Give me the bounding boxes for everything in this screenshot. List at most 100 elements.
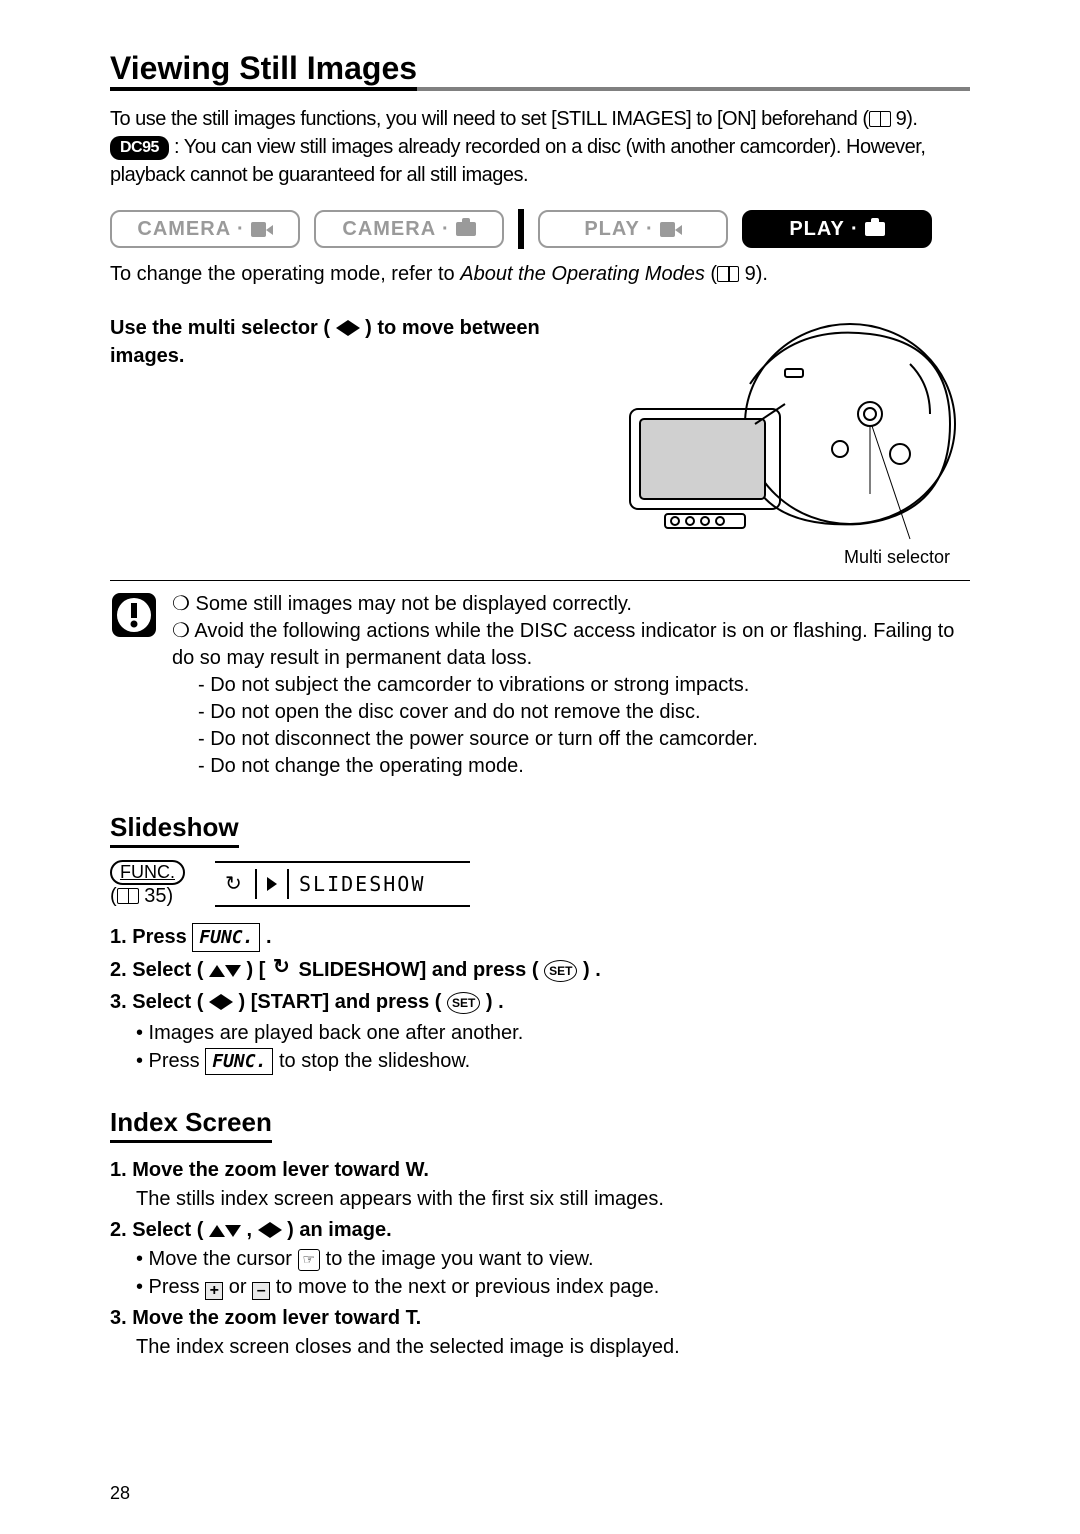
txt: Avoid the following actions while the DI…	[172, 620, 954, 669]
idx-sub-1: The stills index screen appears with the…	[136, 1185, 970, 1213]
autoplay-icon	[271, 954, 293, 976]
txt: • Move the cursor	[136, 1248, 298, 1270]
index-heading: Index Screen	[110, 1107, 272, 1143]
triangle-left-icon	[209, 994, 221, 1010]
func-button-label: FUNC.	[192, 923, 260, 952]
play-icon	[267, 877, 277, 891]
txt: 1. Move the zoom lever toward	[110, 1159, 406, 1181]
intro-text-1: To use the still images functions, you w…	[110, 108, 869, 130]
txt: to move to the next or previous index pa…	[270, 1276, 659, 1298]
minus-button-icon: –	[252, 1282, 270, 1300]
triangle-down-icon	[225, 965, 241, 977]
step-sub-1: • Images are played back one after anoth…	[136, 1019, 970, 1047]
page-number: 28	[110, 1483, 130, 1504]
triangle-up-icon	[209, 965, 225, 977]
mode-label: CAMERA ·	[137, 218, 244, 241]
mode-camera-video: CAMERA ·	[110, 210, 300, 248]
dc95-badge: DC95	[110, 136, 169, 160]
book-icon	[117, 888, 139, 904]
txt: ) .	[577, 959, 600, 981]
idx-sub-2a: • Move the cursor ☞ to the image you wan…	[136, 1245, 970, 1273]
page-title: Viewing Still Images	[110, 50, 417, 91]
triangle-right-icon	[221, 994, 233, 1010]
plus-button-icon: +	[205, 1282, 223, 1300]
set-button-icon: SET	[447, 992, 480, 1014]
txt: ( 9).	[705, 263, 768, 285]
txt: SLIDESHOW] and press (	[293, 959, 544, 981]
video-icon	[251, 222, 273, 237]
camcorder-illustration: Multi selector	[610, 314, 970, 564]
txt: ) .	[480, 991, 503, 1013]
title-rule: Viewing Still Images	[110, 50, 970, 91]
triangle-right-icon	[348, 320, 360, 336]
func-oval: FUNC.	[110, 860, 185, 885]
txt-italic: About the Operating Modes	[460, 263, 705, 285]
video-icon	[660, 222, 682, 237]
separator	[255, 869, 257, 899]
txt: 3. Select (	[110, 991, 209, 1013]
mode-play-video: PLAY ·	[538, 210, 728, 248]
txt: or	[223, 1276, 252, 1298]
triangle-down-icon	[225, 1225, 241, 1237]
triangle-left-icon	[336, 320, 348, 336]
txt: 2. Select (	[110, 1219, 209, 1241]
txt: ) an image.	[282, 1219, 392, 1241]
warning-text: ❍ Some still images may not be displayed…	[172, 591, 970, 780]
txt: To change the operating mode, refer to	[110, 263, 460, 285]
slideshow-label: SLIDESHOW	[299, 872, 425, 896]
book-icon	[869, 111, 891, 127]
slideshow-box: SLIDESHOW	[215, 861, 470, 907]
warning-block: ❍ Some still images may not be displayed…	[110, 591, 970, 780]
warn-bullet-2: ❍ Avoid the following actions while the …	[172, 618, 970, 672]
txt: Some still images may not be displayed c…	[190, 593, 632, 615]
warn-sub-2: - Do not open the disc cover and do not …	[198, 699, 970, 726]
intro-paragraph: To use the still images functions, you w…	[110, 105, 970, 189]
mode-play-photo: PLAY ·	[742, 210, 932, 248]
txt: to stop the slideshow.	[273, 1050, 470, 1072]
txt: • Press	[136, 1050, 205, 1072]
triangle-right-icon	[270, 1222, 282, 1238]
txt: .	[423, 1159, 429, 1181]
camcorder-svg	[610, 314, 970, 564]
func-row: FUNC. ( 35) SLIDESHOW	[110, 860, 970, 908]
txt: to the image you want to view.	[320, 1248, 594, 1270]
txt: • Press	[136, 1276, 205, 1298]
usage-row: Use the multi selector ( ) to move betwe…	[110, 314, 970, 564]
separator	[287, 869, 289, 899]
autoplay-icon	[223, 873, 245, 895]
intro-text-2: : You can view still images already reco…	[110, 136, 925, 186]
book-icon	[717, 266, 739, 282]
func-button-label: FUNC.	[205, 1048, 273, 1075]
intro-ref1: 9).	[891, 108, 918, 130]
camcorder-label: Multi selector	[844, 547, 950, 568]
txt: .	[416, 1307, 422, 1329]
warn-bullet-1: ❍ Some still images may not be displayed…	[172, 591, 970, 618]
triangle-left-icon	[258, 1222, 270, 1238]
txt: ) [START] and press (	[233, 991, 447, 1013]
divider	[518, 209, 524, 249]
camera-icon	[456, 222, 476, 237]
warn-sub-3: - Do not disconnect the power source or …	[198, 726, 970, 753]
mode-label: PLAY ·	[584, 218, 653, 241]
txt: ) [	[241, 959, 271, 981]
set-button-icon: SET	[544, 960, 577, 982]
step-2: 2. Select ( ) [ SLIDESHOW] and press ( S…	[110, 954, 970, 985]
mode-buttons-row: CAMERA · CAMERA · PLAY · PLAY ·	[110, 209, 970, 249]
t-label: T	[406, 1307, 416, 1329]
txt: Use the multi selector (	[110, 317, 336, 339]
warning-icon	[110, 591, 158, 780]
func-ref: ( 35)	[110, 885, 173, 907]
mode-change-note: To change the operating mode, refer to A…	[110, 263, 970, 286]
txt: 2. Select (	[110, 959, 209, 981]
camera-icon	[865, 222, 885, 237]
txt: 3. Move the zoom lever toward	[110, 1307, 406, 1329]
mode-label: CAMERA ·	[342, 218, 449, 241]
w-label: W	[406, 1159, 424, 1181]
step-1: 1. Press FUNC. .	[110, 922, 970, 952]
idx-sub-2b: • Press + or – to move to the next or pr…	[136, 1273, 970, 1301]
mode-camera-photo: CAMERA ·	[314, 210, 504, 248]
idx-step-3: 3. Move the zoom lever toward T. The ind…	[110, 1303, 970, 1361]
idx-sub-3: The index screen closes and the selected…	[136, 1333, 970, 1361]
warn-sub-4: - Do not change the operating mode.	[198, 753, 970, 780]
index-steps: 1. Move the zoom lever toward W. The sti…	[110, 1155, 970, 1361]
